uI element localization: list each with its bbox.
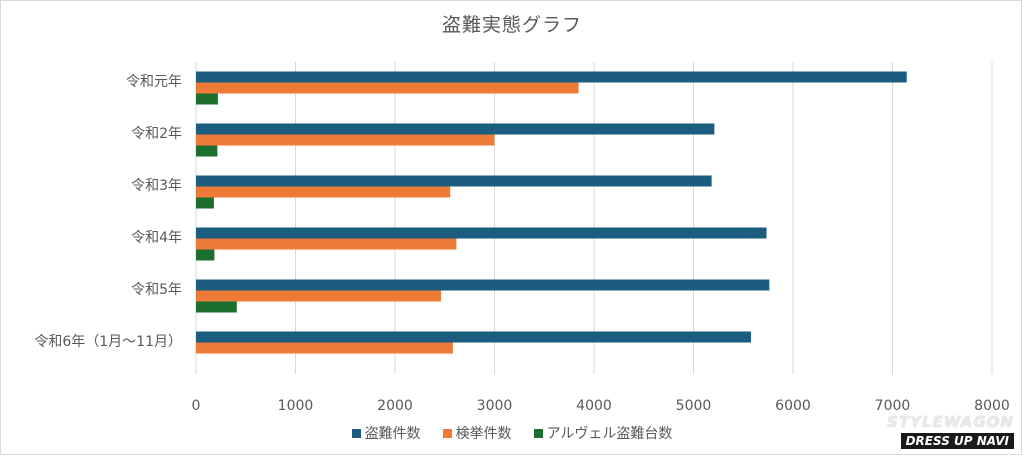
legend-swatch bbox=[533, 428, 543, 438]
bar bbox=[196, 123, 715, 135]
bar bbox=[196, 134, 495, 146]
x-tick-label: 7000 bbox=[875, 398, 911, 414]
gridlines bbox=[195, 62, 993, 374]
category-label: 令和3年 bbox=[131, 178, 182, 194]
category-label: 令和元年 bbox=[126, 74, 182, 90]
x-tick-label: 2000 bbox=[377, 398, 413, 414]
x-tick-label: 6000 bbox=[775, 398, 811, 414]
watermark-line-2: DRESS UP NAVI bbox=[900, 433, 1014, 449]
bar bbox=[196, 331, 752, 343]
category-label: 令和2年 bbox=[131, 126, 182, 142]
x-tick-label: 5000 bbox=[676, 398, 712, 414]
bar bbox=[196, 175, 712, 187]
bar bbox=[196, 249, 215, 261]
legend-item-2: アルヴェル盗難台数 bbox=[533, 423, 673, 443]
bar bbox=[196, 238, 457, 250]
x-tick-label: 4000 bbox=[576, 398, 612, 414]
bar bbox=[196, 71, 907, 83]
x-tick-label: 0 bbox=[192, 398, 201, 414]
bar bbox=[196, 93, 218, 105]
x-tick-label: 1000 bbox=[278, 398, 314, 414]
bar bbox=[196, 197, 214, 209]
bar bbox=[196, 145, 218, 157]
bar bbox=[196, 279, 770, 291]
legend-label: アルヴェル盗難台数 bbox=[546, 426, 673, 442]
watermark-logo: STYLEWAGON DRESS UP NAVI bbox=[887, 415, 1014, 449]
bar bbox=[196, 301, 237, 313]
bar bbox=[196, 186, 451, 198]
x-tick-label: 8000 bbox=[974, 398, 1010, 414]
bars bbox=[196, 71, 907, 354]
category-label: 令和5年 bbox=[131, 282, 182, 298]
legend-item-1: 検挙件数 bbox=[442, 423, 512, 443]
bar bbox=[196, 342, 453, 354]
bar bbox=[196, 290, 441, 302]
x-tick-labels: 0 1000 2000 3000 4000 5000 6000 7000 8000 bbox=[192, 398, 1010, 414]
legend-label: 検挙件数 bbox=[455, 426, 512, 442]
bar bbox=[196, 82, 579, 94]
legend-swatch bbox=[442, 428, 452, 438]
legend-swatch bbox=[351, 428, 361, 438]
chart-title: 盗難実態グラフ bbox=[441, 14, 582, 36]
legend-item-0: 盗難件数 bbox=[351, 423, 421, 443]
category-label: 令和4年 bbox=[131, 230, 182, 246]
watermark-line-1: STYLEWAGON bbox=[887, 413, 1014, 431]
x-tick-label: 3000 bbox=[477, 398, 513, 414]
legend: 盗難件数 検挙件数 アルヴェル盗難台数 bbox=[0, 423, 1024, 443]
category-label: 令和6年（1月～11月） bbox=[34, 334, 182, 350]
bar bbox=[196, 227, 767, 239]
legend-label: 盗難件数 bbox=[364, 426, 421, 442]
